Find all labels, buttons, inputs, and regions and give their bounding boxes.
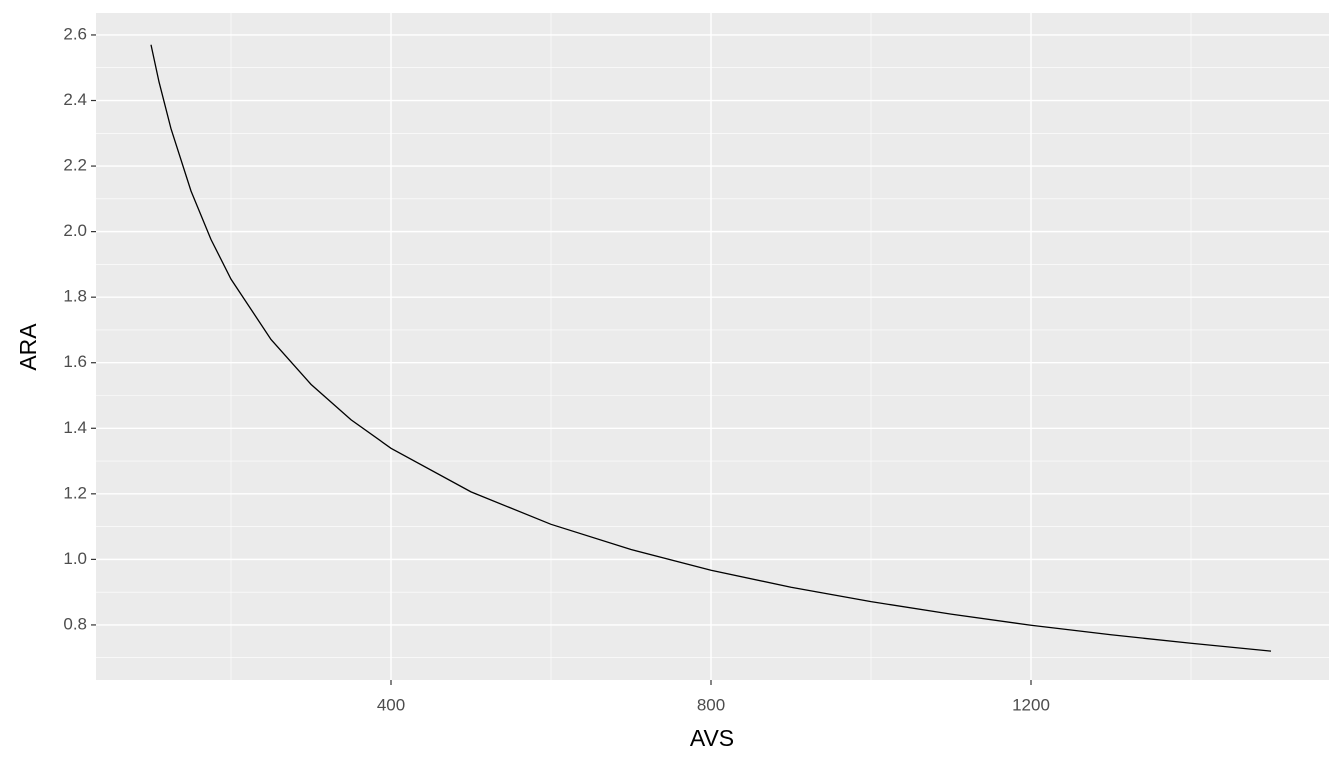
y-tick-label: 1.6 bbox=[63, 352, 87, 371]
y-tick-label: 2.4 bbox=[63, 90, 87, 109]
y-tick-label: 1.4 bbox=[63, 418, 87, 437]
y-tick-label: 2.6 bbox=[63, 24, 87, 43]
y-tick-label: 1.0 bbox=[63, 549, 87, 568]
x-tick-label: 400 bbox=[377, 695, 405, 714]
y-axis-title: ARA bbox=[15, 323, 41, 371]
panel bbox=[96, 13, 1329, 680]
grid bbox=[96, 13, 1329, 680]
y-tick-label: 1.2 bbox=[63, 483, 87, 502]
x-tick-label: 1200 bbox=[1012, 695, 1050, 714]
x-tick-label: 800 bbox=[697, 695, 725, 714]
x-axis-title: AVS bbox=[690, 725, 734, 751]
y-tick-label: 0.8 bbox=[63, 614, 87, 633]
line-series bbox=[150, 44, 1272, 652]
marks bbox=[150, 44, 1272, 652]
y-tick-label: 2.2 bbox=[63, 156, 87, 175]
y-tick-label: 1.8 bbox=[63, 287, 87, 306]
y-tick-label: 2.0 bbox=[63, 221, 87, 240]
